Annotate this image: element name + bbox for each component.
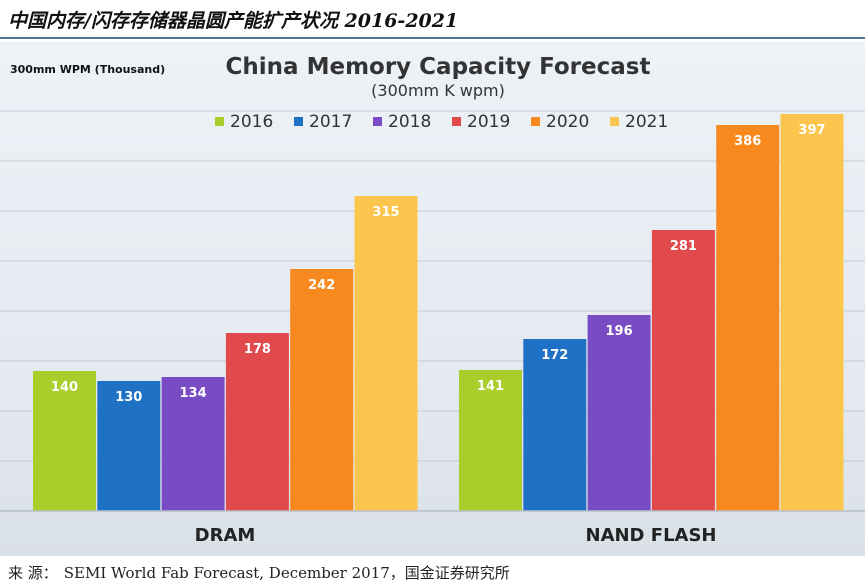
- bar-dram-2016: [33, 371, 96, 511]
- bar-nand-flash-2016: [459, 370, 522, 511]
- legend-swatch-2021: [610, 117, 619, 126]
- bar-dram-2020: [290, 269, 354, 511]
- legend-label-2018: 2018: [388, 112, 431, 132]
- category-label-dram: DRAM: [195, 525, 256, 546]
- category-label-nand-flash: NAND FLASH: [586, 525, 717, 546]
- chart-subtitle: (300mm K wpm): [371, 81, 505, 100]
- data-label: 315: [372, 205, 399, 220]
- data-label: 134: [180, 386, 207, 401]
- title-divider: [0, 37, 865, 39]
- bar-dram-2021: [354, 196, 418, 511]
- bars: [33, 114, 844, 511]
- legend-swatch-2019: [452, 117, 461, 126]
- legend-swatch-2017: [294, 117, 303, 126]
- legend-swatch-2020: [531, 117, 540, 126]
- legend-swatch-2018: [373, 117, 382, 126]
- bar-nand-flash-2021: [780, 114, 844, 511]
- data-label: 196: [606, 324, 633, 339]
- legend: 2016 2017 2018 2019 2020 2021: [215, 112, 668, 132]
- legend-label-2016: 2016: [230, 112, 273, 132]
- category-labels: DRAM NAND FLASH: [195, 525, 717, 546]
- source-label: 来 源：: [8, 564, 58, 582]
- page-title: 中国内存/闪存存储器晶圆产能扩产状况 2016-2021: [8, 10, 459, 32]
- chart-title: China Memory Capacity Forecast: [226, 54, 651, 80]
- data-label: 386: [734, 134, 761, 149]
- data-label: 281: [670, 239, 697, 254]
- data-label: 140: [51, 380, 78, 395]
- data-labels: 140 130 134 178 242 315 141 172 196 281 386 397: [51, 123, 826, 405]
- legend-label-2017: 2017: [309, 112, 352, 132]
- chart-svg: 300mm WPM (Thousand) China Memory Capaci…: [0, 54, 865, 546]
- data-label: 178: [244, 342, 271, 357]
- data-label: 141: [477, 379, 504, 394]
- data-label: 397: [798, 123, 825, 138]
- bar-dram-2017: [97, 381, 161, 511]
- source-note: 来 源： SEMI World Fab Forecast, December 20…: [8, 562, 510, 583]
- legend-label-2019: 2019: [467, 112, 510, 132]
- legend-label-2020: 2020: [546, 112, 589, 132]
- legend-label-2021: 2021: [625, 112, 668, 132]
- bar-nand-flash-2017: [523, 339, 587, 511]
- legend-swatch-2016: [215, 117, 224, 126]
- bar-nand-flash-2018: [587, 315, 651, 511]
- bar-dram-2018: [161, 377, 225, 511]
- chart-panel: 300mm WPM (Thousand) China Memory Capaci…: [0, 42, 865, 556]
- bar-dram-2019: [225, 333, 289, 511]
- data-label: 172: [541, 348, 568, 363]
- data-label: 130: [115, 390, 142, 405]
- data-label: 242: [308, 278, 335, 293]
- bar-nand-flash-2019: [651, 230, 715, 511]
- y-axis-label: 300mm WPM (Thousand): [10, 63, 165, 76]
- bar-nand-flash-2020: [716, 125, 780, 511]
- source-text: SEMI World Fab Forecast, December 2017，国…: [63, 564, 510, 582]
